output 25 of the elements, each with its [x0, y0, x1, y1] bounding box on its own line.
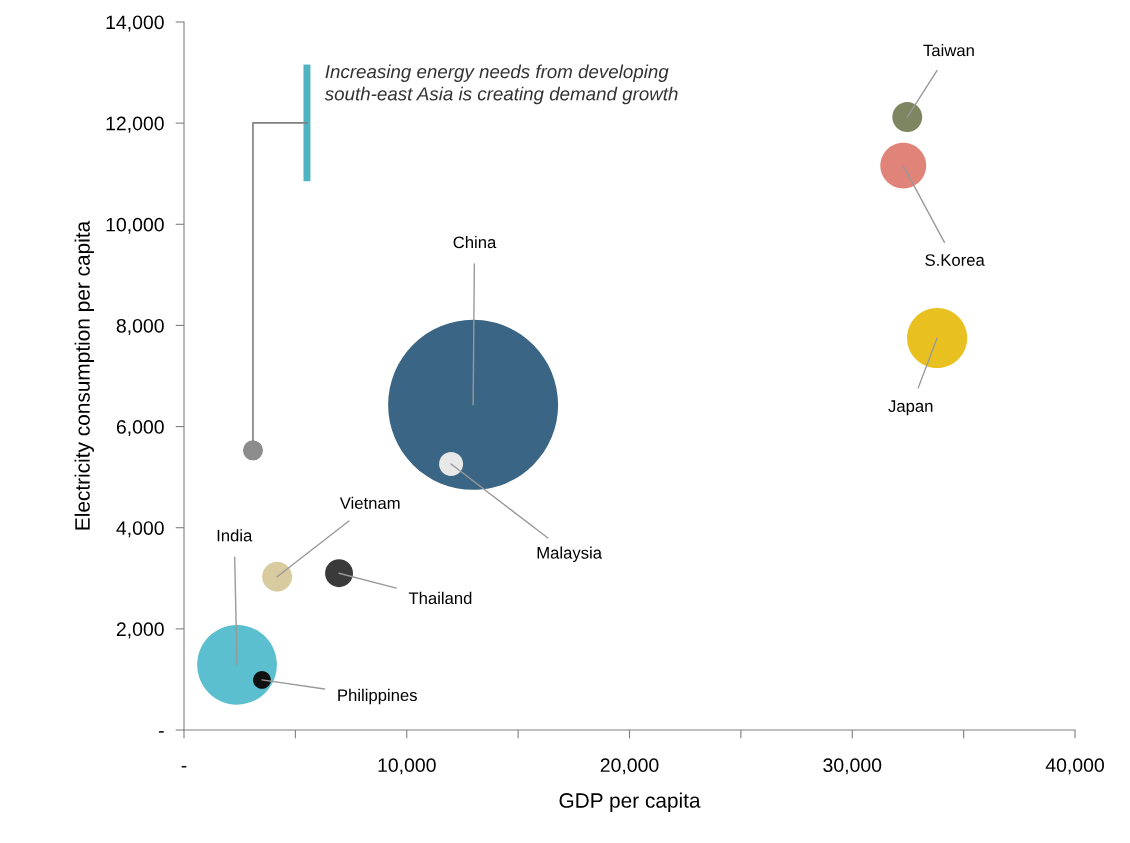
text: China — [453, 235, 497, 249]
annotation: Increasing energy needs from developing south-east Asia is creating demand growth — [324, 64, 678, 105]
x-tick-label: 30,000 — [823, 758, 882, 775]
x-tick-label: 20,000 — [600, 758, 659, 775]
x-tick-label: 40,000 — [1045, 758, 1104, 775]
text: Thailand — [408, 591, 472, 605]
y-tick-label: 12,000 — [106, 116, 164, 133]
y-axis-title: Electricity consumption per capita — [74, 220, 94, 530]
x-tick-label: 10,000 — [378, 758, 436, 775]
text: India — [217, 529, 253, 542]
text: Philippines — [338, 688, 417, 705]
y-tick-label: 6,000 — [116, 420, 164, 437]
text: Malaysia — [537, 546, 603, 563]
x-axis-title: GDP per capita — [559, 792, 701, 812]
text: Taiwan — [923, 44, 974, 57]
text: S.Korea — [925, 254, 985, 266]
text: Vietnam — [339, 496, 400, 510]
y-tick-label: 2,000 — [116, 622, 164, 639]
y-tick-label: - — [158, 731, 164, 733]
y-tick-label: 4,000 — [116, 521, 164, 538]
y-tick-label: 8,000 — [116, 318, 164, 335]
y-tick-label: 10,000 — [106, 217, 164, 234]
y-tick-label: 14,000 — [106, 15, 164, 32]
x-tick-label: - — [181, 765, 187, 768]
series-label: Japan — [888, 400, 933, 416]
